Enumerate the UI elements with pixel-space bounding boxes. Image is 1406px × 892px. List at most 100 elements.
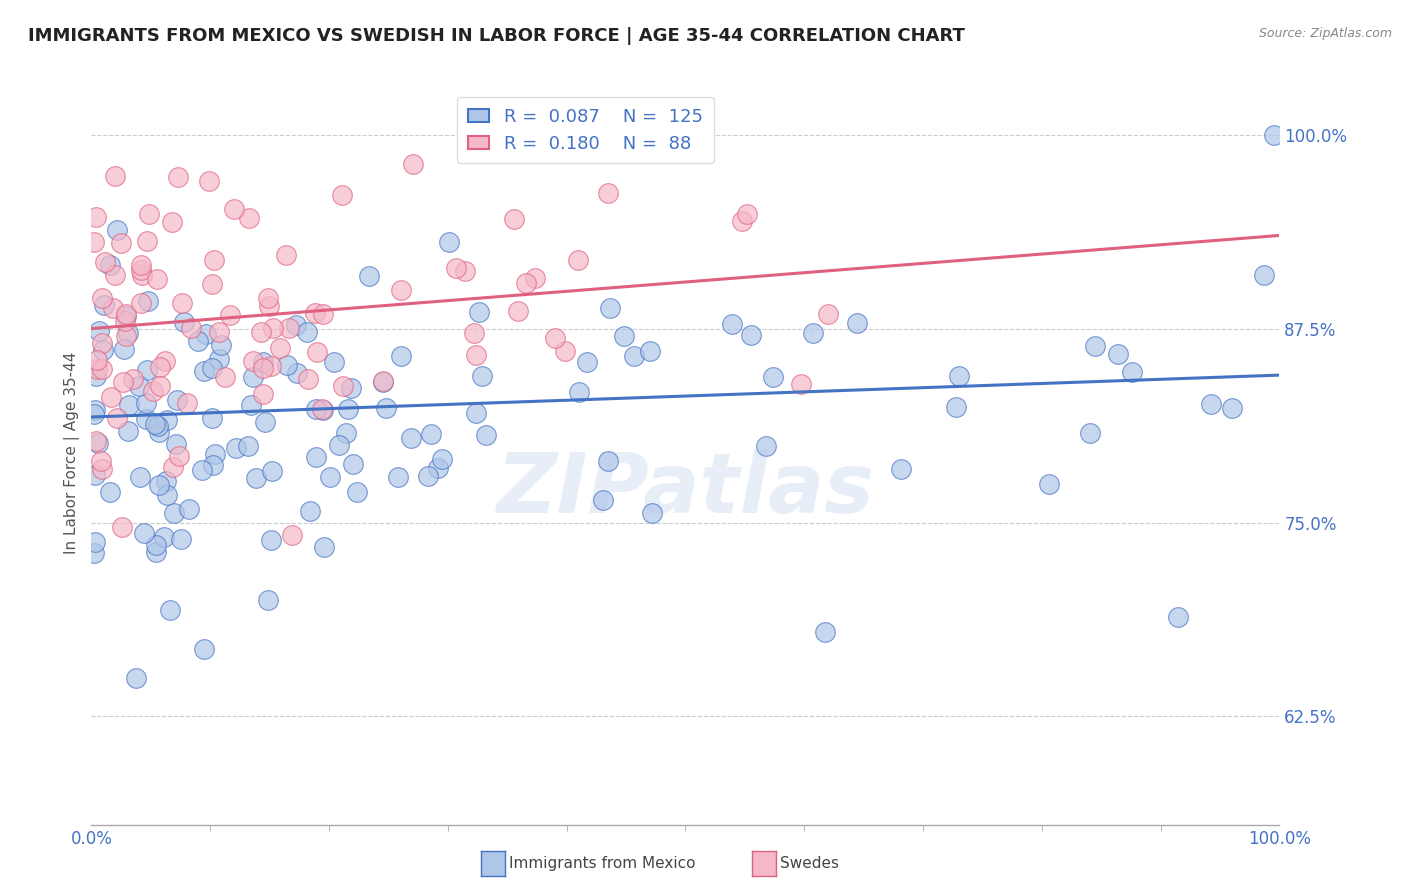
Point [262,321,284,335]
Point [740,328,762,343]
Point [790,376,813,391]
Point [260,533,283,548]
Point [373,375,395,389]
Point [276,248,298,262]
Point [86,361,108,376]
Point [83,235,105,250]
Point [86,352,108,367]
Point [177,501,200,516]
Point [91,343,114,357]
Point [254,415,277,429]
Point [285,366,308,380]
Point [145,538,167,552]
Point [420,427,443,442]
Point [117,398,139,412]
Point [311,402,333,417]
Point [276,358,298,372]
Point [260,359,283,373]
Point [592,492,614,507]
Point [731,214,754,228]
Point [84,434,107,448]
Point [91,335,114,350]
Point [252,355,274,369]
Point [198,174,221,188]
Point [209,338,232,352]
Point [145,545,167,559]
Point [252,361,274,376]
Point [128,378,150,392]
Point [342,457,364,471]
Point [98,484,121,499]
Point [371,375,394,389]
Point [846,316,869,330]
Point [103,169,125,183]
Point [117,326,139,340]
Point [222,202,245,217]
Point [257,299,280,313]
Point [170,532,193,546]
Point [225,441,247,455]
Point [1107,347,1129,361]
Point [256,291,278,305]
Point [1263,128,1285,142]
Point [454,264,477,278]
Point [191,463,214,477]
Point [136,234,159,248]
Point [305,344,328,359]
Point [145,272,167,286]
Point [93,297,115,311]
Point [128,469,150,483]
Point [114,307,136,321]
Point [328,438,350,452]
Point [132,526,155,541]
Point [131,296,153,310]
Point [176,396,198,410]
Point [252,387,274,401]
Point [801,326,824,341]
Point [105,411,128,425]
Point [138,207,160,221]
Point [814,625,837,640]
Point [202,252,225,267]
Point [98,258,121,272]
Point [101,301,124,316]
Point [115,309,138,323]
Point [153,353,176,368]
Point [201,410,224,425]
Point [465,406,488,420]
Point [84,468,107,483]
Point [332,379,354,393]
Point [83,403,105,417]
Point [1167,610,1189,624]
Point [125,672,148,686]
Point [374,401,396,415]
Point [129,258,152,272]
Point [439,235,461,249]
Point [346,485,368,500]
Point [129,262,152,277]
Point [1038,476,1060,491]
Point [148,425,170,439]
Point [179,321,201,335]
Point [524,271,547,285]
Point [122,372,145,386]
Point [277,321,299,335]
Text: Immigrants from Mexico: Immigrants from Mexico [509,856,696,871]
Point [201,277,224,291]
Point [312,307,335,321]
Point [115,329,138,343]
Point [155,475,177,489]
Point [427,460,450,475]
Point [114,314,136,328]
Point [160,215,183,229]
Point [236,438,259,452]
Point [208,351,231,366]
Point [295,325,318,339]
Point [135,412,157,426]
Point [94,255,117,269]
Point [444,260,467,275]
Point [330,187,353,202]
Point [107,223,129,237]
Point [339,381,361,395]
Point [153,530,176,544]
